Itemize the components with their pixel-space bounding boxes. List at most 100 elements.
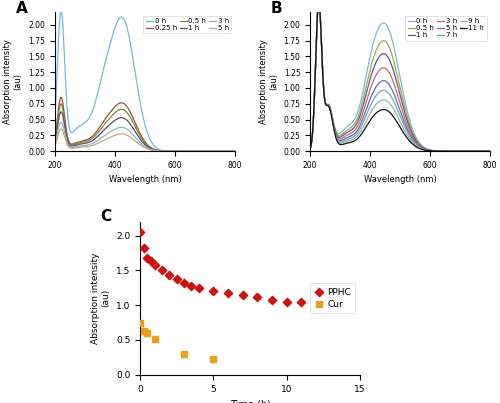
PPHC — [166, 271, 173, 278]
Line: 7 h: 7 h — [310, 1, 490, 151]
0 h — [451, 149, 457, 154]
3 h — [476, 149, 482, 154]
1 h — [220, 149, 226, 154]
0.5 h — [319, 52, 325, 57]
1 h — [232, 149, 238, 154]
5 h — [476, 149, 482, 154]
PPHC — [254, 294, 262, 300]
X-axis label: Time (h): Time (h) — [230, 399, 270, 403]
1 h — [319, 53, 325, 58]
5 h — [367, 97, 373, 102]
Line: 9 h: 9 h — [310, 1, 490, 151]
3 h — [451, 149, 457, 154]
1 h — [451, 149, 457, 154]
5 h — [52, 143, 58, 148]
11 h — [316, 0, 322, 4]
3 h — [232, 149, 238, 154]
0.5 h — [232, 149, 238, 154]
0 h — [52, 113, 58, 118]
1 h — [52, 139, 58, 143]
11 h — [367, 118, 373, 123]
Line: 0 h: 0 h — [310, 1, 490, 151]
Line: 5 h: 5 h — [55, 129, 235, 151]
0 h — [319, 52, 325, 57]
Cur — [140, 328, 147, 334]
7 h — [482, 149, 488, 154]
0.5 h — [476, 149, 482, 154]
0 h — [316, 0, 322, 4]
11 h — [319, 53, 325, 58]
7 h — [476, 149, 482, 154]
5 h — [487, 149, 493, 154]
1 h — [487, 149, 493, 154]
Cur — [136, 319, 144, 326]
7 h — [316, 0, 322, 4]
Line: 1 h: 1 h — [55, 112, 235, 151]
0 h — [367, 55, 373, 60]
Y-axis label: Absorption intensity
(au): Absorption intensity (au) — [4, 39, 22, 124]
1 h — [86, 140, 92, 145]
PPHC — [147, 258, 155, 264]
7 h — [307, 146, 313, 151]
0.5 h — [58, 102, 64, 106]
0 h — [64, 99, 70, 104]
5 h — [86, 144, 92, 149]
PPHC — [282, 299, 290, 305]
Cur — [210, 356, 218, 363]
PPHC — [238, 291, 246, 298]
0.5 h — [307, 146, 313, 151]
0.5 h — [316, 0, 322, 4]
0 h — [487, 149, 493, 154]
11 h — [451, 149, 457, 154]
Line: 3 h: 3 h — [310, 1, 490, 151]
Y-axis label: Absorption intensity
(au): Absorption intensity (au) — [91, 252, 110, 344]
0.25 h — [226, 149, 232, 154]
9 h — [482, 149, 488, 154]
Line: 0 h: 0 h — [55, 10, 235, 151]
7 h — [341, 138, 347, 143]
0 h — [226, 149, 232, 154]
PPHC — [210, 288, 218, 295]
7 h — [367, 104, 373, 109]
9 h — [319, 53, 325, 58]
0 h — [196, 149, 202, 154]
9 h — [307, 146, 313, 151]
Text: B: B — [270, 1, 282, 16]
0 h — [86, 116, 92, 120]
9 h — [451, 149, 457, 154]
Y-axis label: Absorption intensity
(au): Absorption intensity (au) — [258, 39, 278, 124]
1 h — [112, 118, 117, 123]
7 h — [319, 53, 325, 58]
0 h — [58, 8, 64, 12]
Legend: 0 h, 0.5 h, 1 h, 3 h, 5 h, 7 h, 9 h, 11 h: 0 h, 0.5 h, 1 h, 3 h, 5 h, 7 h, 9 h, 11 … — [405, 16, 486, 41]
3 h — [112, 127, 117, 132]
3 h — [316, 0, 322, 4]
Cur — [144, 330, 152, 336]
5 h — [316, 0, 322, 4]
0.5 h — [226, 149, 232, 154]
7 h — [451, 149, 457, 154]
5 h — [482, 149, 488, 154]
3 h — [196, 149, 202, 154]
Line: 0.25 h: 0.25 h — [55, 98, 235, 151]
X-axis label: Wavelength (nm): Wavelength (nm) — [108, 175, 182, 185]
5 h — [196, 149, 202, 154]
Legend: 0 h, 0.25 h, 0.5 h, 1 h, 3 h, 5 h: 0 h, 0.25 h, 0.5 h, 1 h, 3 h, 5 h — [144, 16, 232, 33]
0.25 h — [58, 95, 64, 100]
0.5 h — [196, 149, 202, 154]
PPHC — [150, 262, 158, 268]
Line: 0.5 h: 0.5 h — [55, 104, 235, 151]
PPHC — [140, 245, 147, 251]
0.5 h — [220, 149, 226, 154]
3 h — [86, 142, 92, 147]
PPHC — [224, 290, 232, 297]
0.25 h — [52, 135, 58, 140]
5 h — [112, 133, 117, 138]
Cur — [180, 351, 188, 357]
5 h — [451, 149, 457, 154]
3 h — [64, 139, 70, 143]
PPHC — [144, 255, 152, 261]
1 h — [341, 132, 347, 137]
Line: 3 h: 3 h — [55, 123, 235, 151]
0.5 h — [112, 110, 117, 115]
